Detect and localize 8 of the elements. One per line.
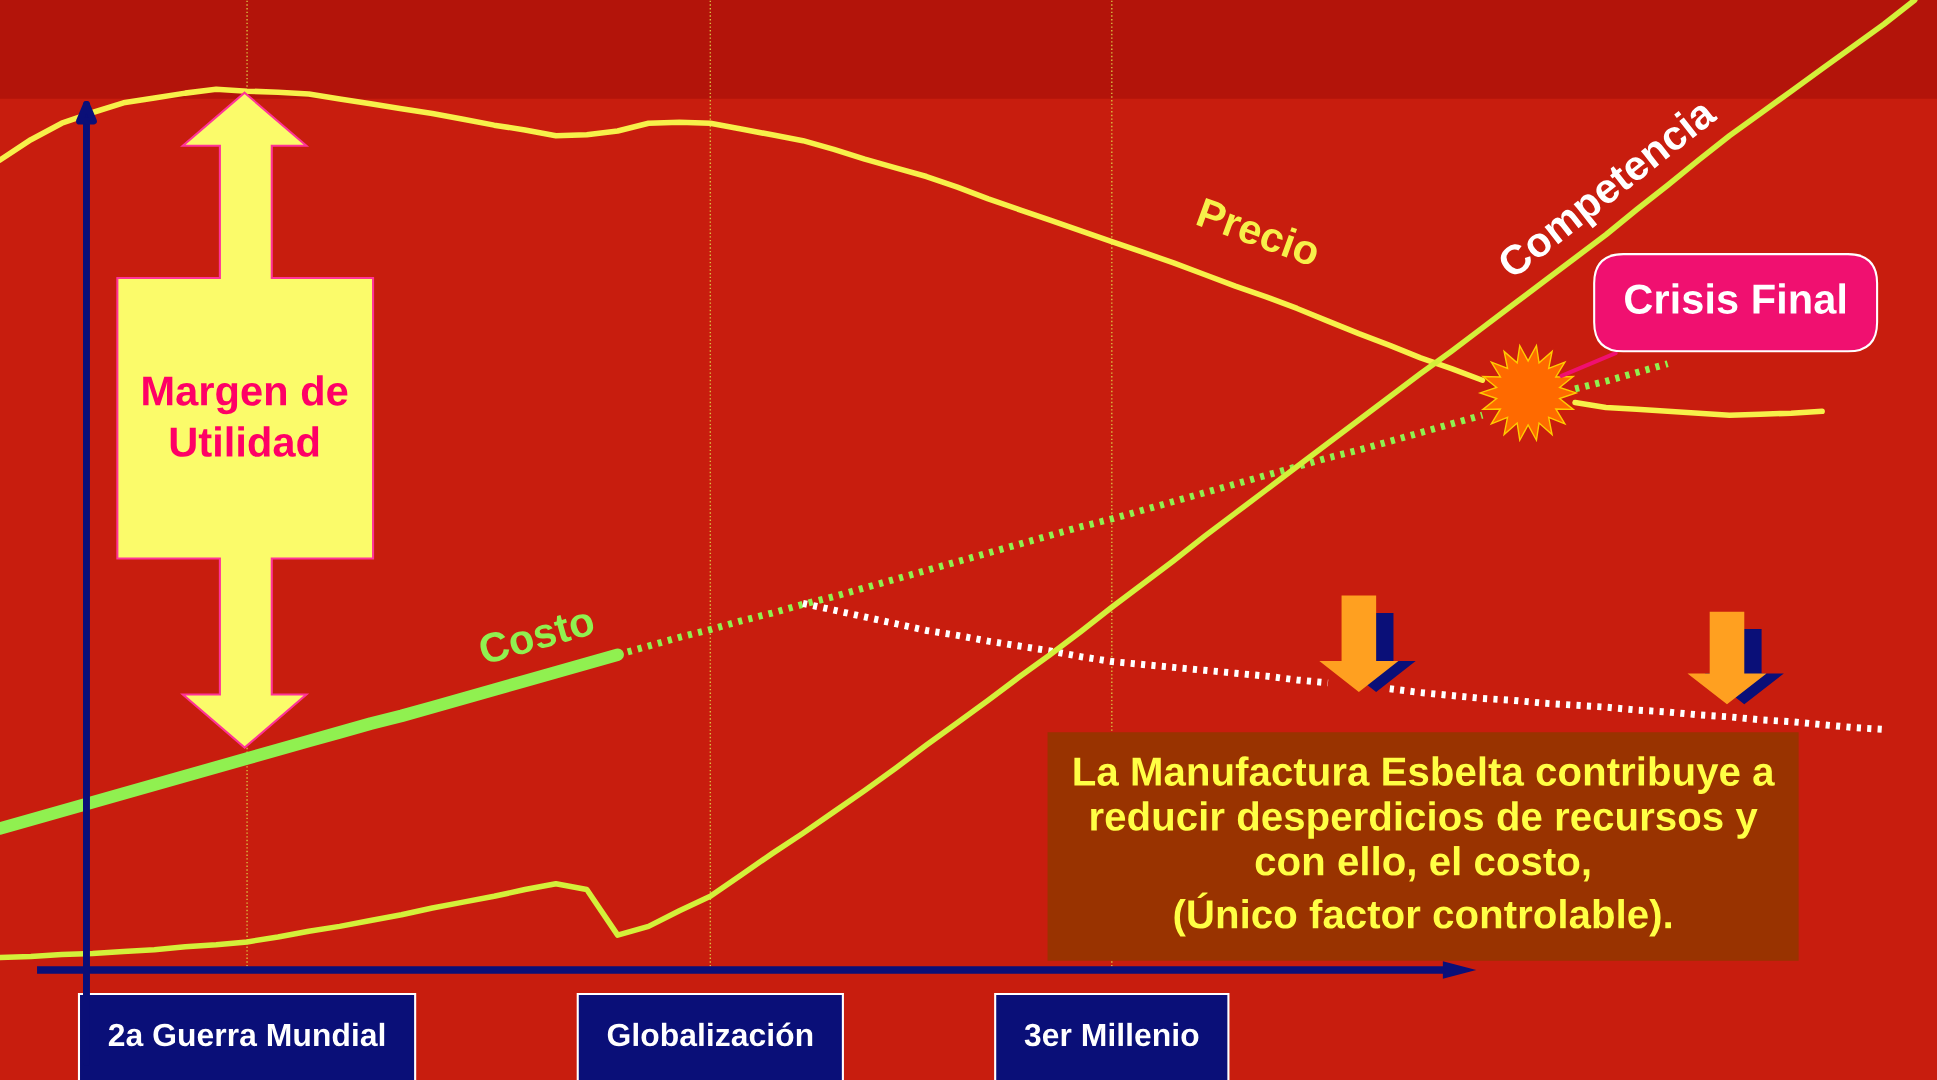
x-tick-label: 2a Guerra Mundial [108,1022,385,1047]
annotation: Margen de Utilidad [143,375,348,457]
text: Precio [1196,196,1323,267]
x-tick-label: 3er Millenio [1024,1022,1199,1047]
annotation: La Manufactura Esbelta contribuye a reducir desperdicios de recursos y con ello, el costo, (Único factor controlable). [1074,756,1775,937]
annotation: Crisis Final [1625,283,1845,314]
x-tick-label: Globalización [607,1022,813,1047]
text: Costo [477,605,596,665]
